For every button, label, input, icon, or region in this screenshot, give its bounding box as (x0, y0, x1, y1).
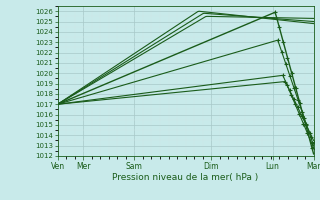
X-axis label: Pression niveau de la mer( hPa ): Pression niveau de la mer( hPa ) (112, 173, 259, 182)
